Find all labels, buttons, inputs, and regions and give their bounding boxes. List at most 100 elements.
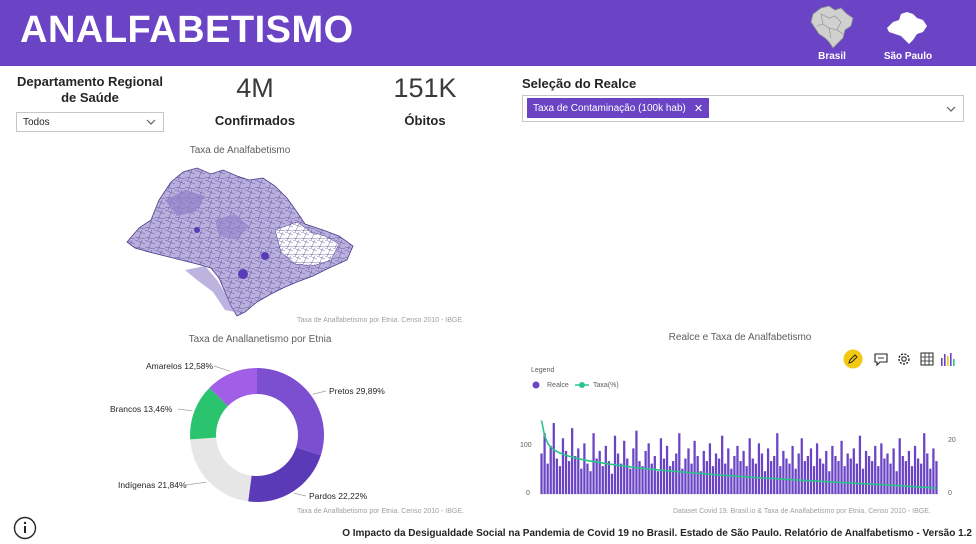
realce-bar[interactable] [708, 443, 712, 494]
realce-bar[interactable] [626, 458, 629, 494]
realce-bar[interactable] [733, 456, 736, 494]
realce-bar[interactable] [623, 440, 626, 494]
realce-bar[interactable] [653, 456, 656, 494]
realce-bar[interactable] [785, 458, 788, 494]
realce-bar[interactable] [748, 438, 751, 494]
realce-bar[interactable] [678, 433, 681, 494]
realce-bar[interactable] [794, 468, 797, 494]
realce-bar[interactable] [571, 428, 574, 494]
realce-bar[interactable] [699, 471, 702, 494]
realce-bar[interactable] [555, 458, 558, 494]
realce-bar[interactable] [889, 463, 892, 494]
realce-bar[interactable] [693, 440, 696, 494]
realce-bar[interactable] [629, 468, 632, 494]
realce-bar[interactable] [819, 458, 822, 494]
realce-bar[interactable] [711, 466, 715, 494]
realce-bar[interactable] [929, 468, 932, 494]
realce-bar[interactable] [604, 445, 607, 494]
realce-bar[interactable] [696, 456, 699, 494]
realce-bar[interactable] [858, 435, 862, 494]
realce-bar[interactable] [892, 448, 895, 494]
realce-bar[interactable] [809, 448, 813, 494]
realce-bar[interactable] [549, 445, 552, 494]
realce-bar[interactable] [543, 433, 546, 494]
realce-bar[interactable] [932, 448, 935, 494]
realce-bar[interactable] [880, 443, 883, 494]
combo-chart-plot[interactable] [540, 418, 940, 496]
realce-bar[interactable] [825, 450, 828, 494]
realce-bar[interactable] [610, 473, 614, 494]
realce-bar[interactable] [852, 448, 855, 494]
donut-slice-brancos[interactable] [190, 387, 228, 440]
realce-bar[interactable] [797, 453, 800, 494]
realce-bar[interactable] [800, 438, 803, 494]
edit-icon[interactable] [843, 349, 863, 369]
realce-bar[interactable] [727, 448, 730, 494]
realce-bar[interactable] [620, 463, 623, 494]
realce-bar[interactable] [877, 466, 880, 494]
realce-bar[interactable] [757, 443, 761, 494]
donut-slice-indígenas[interactable] [190, 437, 252, 502]
realce-bar[interactable] [721, 435, 724, 494]
realce-bar[interactable] [913, 445, 917, 494]
realce-bar[interactable] [745, 466, 748, 494]
realce-bar[interactable] [776, 433, 779, 494]
realce-bar[interactable] [843, 466, 846, 494]
realce-bar[interactable] [580, 468, 583, 494]
realce-bar[interactable] [607, 461, 611, 494]
realce-bar[interactable] [675, 453, 678, 494]
realce-bar[interactable] [632, 448, 635, 494]
realce-bar[interactable] [920, 463, 923, 494]
realce-bar[interactable] [760, 453, 764, 494]
realce-bar[interactable] [861, 468, 865, 494]
realce-bar[interactable] [681, 468, 684, 494]
realce-bar[interactable] [598, 450, 601, 494]
close-icon[interactable]: ✕ [693, 102, 704, 115]
ethnicity-donut-chart[interactable]: Pretos 29,89% Pardos 22,22% Indígenas 21,8… [100, 350, 420, 515]
realce-bar[interactable] [834, 456, 837, 494]
realce-bar[interactable] [782, 450, 785, 494]
realce-bar[interactable] [705, 461, 708, 494]
realce-bar[interactable] [583, 443, 586, 494]
realce-bar[interactable] [561, 438, 565, 494]
realce-bar[interactable] [923, 433, 926, 494]
realce-bar[interactable] [650, 463, 653, 494]
realce-bar[interactable] [837, 461, 840, 494]
realce-bar[interactable] [635, 430, 638, 494]
realce-bar[interactable] [763, 471, 767, 494]
realce-bar[interactable] [791, 445, 794, 494]
realce-bar[interactable] [874, 445, 877, 494]
realce-bar[interactable] [644, 450, 647, 494]
realce-bar[interactable] [616, 453, 620, 494]
nav-button-brasil[interactable]: Brasil [802, 4, 862, 64]
sao-paulo-municipalities-map[interactable] [125, 160, 357, 320]
realce-bar[interactable] [724, 463, 727, 494]
realce-bar[interactable] [601, 466, 604, 494]
realce-bar[interactable] [806, 456, 810, 494]
realce-bar[interactable] [840, 440, 843, 494]
realce-bar[interactable] [935, 461, 938, 494]
realce-bar[interactable] [687, 448, 690, 494]
realce-bar[interactable] [901, 456, 904, 494]
realce-bar[interactable] [552, 423, 555, 494]
realce-bar[interactable] [895, 471, 898, 494]
donut-slice-pretos[interactable] [257, 368, 324, 456]
realce-bar[interactable] [656, 471, 659, 494]
realce-bar[interactable] [815, 443, 819, 494]
realce-bar[interactable] [558, 466, 562, 494]
regional-dropdown[interactable]: Todos [16, 112, 164, 132]
realce-bar[interactable] [564, 450, 568, 494]
donut-slice-amarelos[interactable] [209, 368, 257, 407]
realce-bar[interactable] [714, 453, 718, 494]
realce-bar[interactable] [739, 461, 742, 494]
realce-bar[interactable] [592, 433, 595, 494]
realce-bar[interactable] [898, 438, 901, 494]
realce-bar[interactable] [567, 461, 571, 494]
realce-bar[interactable] [766, 448, 770, 494]
realce-bar[interactable] [577, 448, 580, 494]
realce-bar[interactable] [546, 463, 549, 494]
gear-icon[interactable] [894, 349, 914, 369]
realce-bar[interactable] [846, 453, 849, 494]
realce-bar[interactable] [638, 461, 641, 494]
table-icon[interactable] [917, 349, 937, 369]
